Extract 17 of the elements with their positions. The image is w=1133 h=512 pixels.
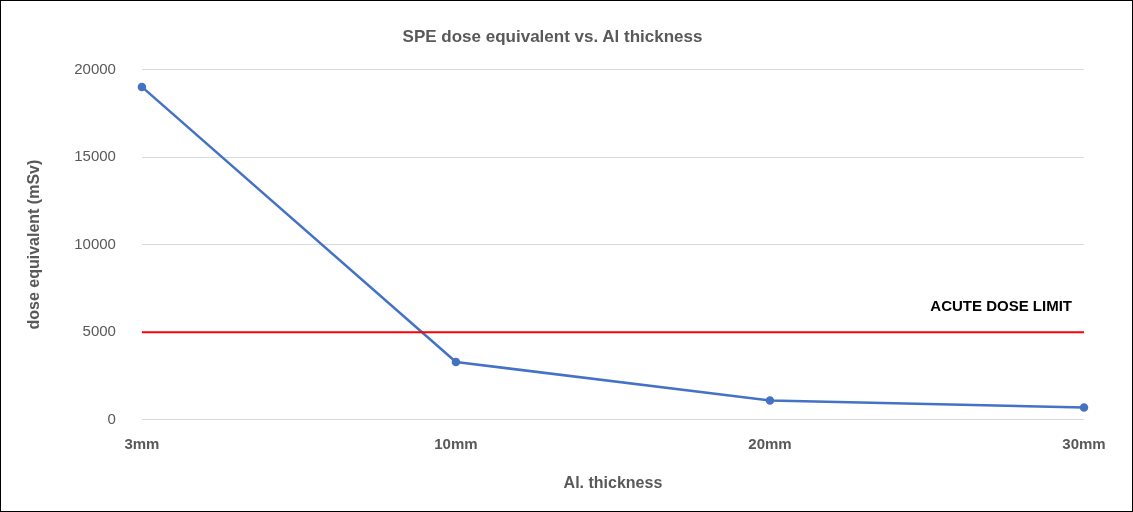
y-tick-label: 15000 (74, 147, 116, 165)
point (451, 357, 461, 367)
x-tick-label: 3mm (124, 434, 160, 452)
ref-line-label: ACUTE DOSE LIMIT (930, 296, 1072, 314)
x-tick-label: 10mm (434, 434, 478, 452)
y-tick-label: 20000 (74, 59, 116, 77)
x-tick-label: 20mm (748, 434, 792, 452)
point (765, 396, 775, 405)
y-axis-title: dose equivalent (mSv) (25, 159, 43, 330)
x-tick-label: 30mm (1062, 434, 1106, 452)
x-axis-title: Al. thickness (563, 473, 663, 491)
point (137, 82, 147, 92)
y-tick-label: 5000 (82, 322, 116, 340)
chart-title: SPE dose equivalent vs. Al thickness (402, 26, 703, 46)
y-tick-label: 10000 (74, 234, 116, 252)
point (1079, 403, 1089, 412)
y-tick-label: 0 (107, 409, 116, 427)
